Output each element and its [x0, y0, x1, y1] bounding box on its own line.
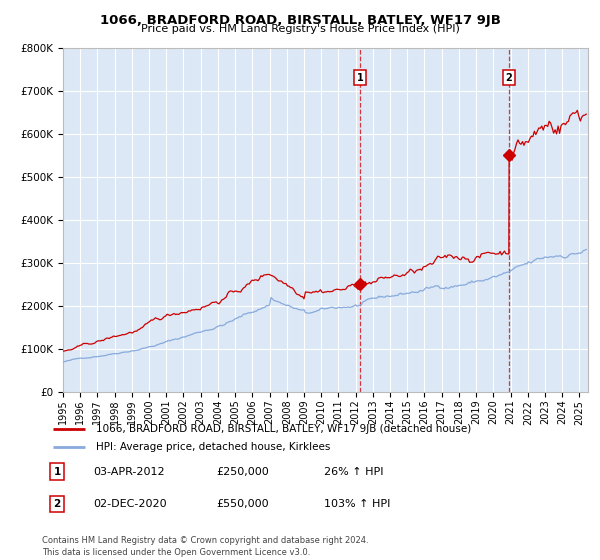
Text: 02-DEC-2020: 02-DEC-2020: [93, 499, 167, 509]
Text: HPI: Average price, detached house, Kirklees: HPI: Average price, detached house, Kirk…: [97, 442, 331, 452]
Text: 26% ↑ HPI: 26% ↑ HPI: [324, 466, 383, 477]
Text: 1066, BRADFORD ROAD, BIRSTALL, BATLEY, WF17 9JB: 1066, BRADFORD ROAD, BIRSTALL, BATLEY, W…: [100, 14, 500, 27]
Text: 03-APR-2012: 03-APR-2012: [93, 466, 164, 477]
Text: 1: 1: [356, 73, 364, 83]
Text: 1: 1: [53, 466, 61, 477]
Text: Price paid vs. HM Land Registry's House Price Index (HPI): Price paid vs. HM Land Registry's House …: [140, 24, 460, 34]
Text: £250,000: £250,000: [216, 466, 269, 477]
Text: 2: 2: [53, 499, 61, 509]
Text: £550,000: £550,000: [216, 499, 269, 509]
Text: 103% ↑ HPI: 103% ↑ HPI: [324, 499, 391, 509]
Text: 2: 2: [506, 73, 512, 83]
Text: Contains HM Land Registry data © Crown copyright and database right 2024.
This d: Contains HM Land Registry data © Crown c…: [42, 536, 368, 557]
Text: 1066, BRADFORD ROAD, BIRSTALL, BATLEY, WF17 9JB (detached house): 1066, BRADFORD ROAD, BIRSTALL, BATLEY, W…: [97, 424, 472, 434]
